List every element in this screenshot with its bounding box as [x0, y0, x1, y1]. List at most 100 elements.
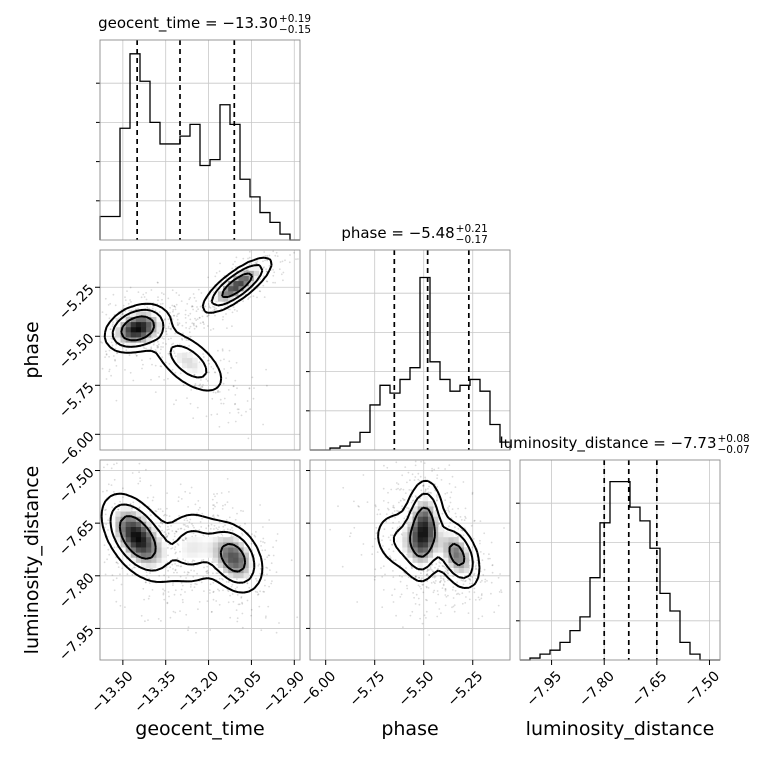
- sample-point: [180, 588, 183, 591]
- contour-level: [118, 515, 247, 573]
- sample-point: [462, 583, 465, 586]
- density-cell: [156, 326, 162, 333]
- sample-point: [100, 341, 102, 343]
- sample-point: [166, 507, 168, 510]
- sample-point: [448, 510, 451, 513]
- sample-point: [397, 483, 400, 486]
- sample-point: [272, 274, 275, 277]
- histogram-phase: [310, 276, 511, 451]
- density-cell: [182, 547, 188, 553]
- density-cell: [135, 536, 142, 543]
- x-tick-label: −13.05: [217, 668, 265, 716]
- x-tick-label: −6.00: [298, 668, 340, 710]
- sample-point: [262, 260, 264, 263]
- sample-point: [104, 509, 106, 512]
- sample-point: [183, 571, 186, 574]
- sample-point: [124, 369, 126, 371]
- sample-point: [392, 550, 395, 553]
- sample-point: [111, 344, 114, 347]
- sample-point: [443, 579, 445, 581]
- sample-point: [464, 580, 466, 583]
- sample-point: [135, 354, 138, 357]
- density-cell: [407, 547, 413, 553]
- sample-point: [219, 359, 222, 362]
- sample-point: [138, 462, 141, 465]
- density-cell: [130, 321, 137, 328]
- sample-point: [268, 554, 271, 557]
- sample-point: [167, 352, 170, 355]
- sample-point: [232, 306, 235, 308]
- sample-point: [433, 468, 436, 471]
- sample-point: [479, 539, 481, 542]
- sample-point: [166, 534, 169, 537]
- sample-point: [437, 467, 440, 469]
- sample-point: [173, 314, 176, 317]
- sample-point: [266, 384, 268, 387]
- sample-point: [185, 577, 188, 579]
- sample-point: [417, 472, 420, 475]
- sample-point: [194, 534, 197, 537]
- sample-point: [274, 281, 276, 284]
- density-cell: [125, 332, 132, 338]
- sample-point: [179, 593, 182, 596]
- sample-point: [184, 538, 187, 540]
- sample-point: [171, 563, 174, 566]
- density-cell: [135, 332, 142, 338]
- density-cell: [182, 362, 188, 369]
- sample-point: [484, 581, 486, 583]
- sample-point: [158, 375, 161, 378]
- sample-point: [464, 515, 466, 518]
- sample-point: [196, 512, 199, 515]
- sample-point: [425, 574, 428, 576]
- sample-point: [250, 608, 253, 611]
- sample-point: [398, 575, 401, 577]
- density-cell: [253, 275, 260, 282]
- sample-point: [275, 251, 278, 254]
- y-tick-label: −5.25: [56, 282, 98, 324]
- density-cell: [443, 552, 449, 558]
- sample-point: [407, 576, 410, 579]
- density-cell: [243, 562, 250, 568]
- sample-point: [390, 488, 393, 491]
- sample-point: [437, 593, 440, 596]
- density-cell: [397, 542, 403, 548]
- sample-point: [242, 510, 245, 512]
- sample-point: [282, 279, 284, 282]
- density-cell: [422, 511, 429, 517]
- sample-point: [166, 492, 169, 494]
- density-cell: [120, 547, 126, 553]
- density-cell: [458, 542, 465, 548]
- density-cell: [135, 316, 142, 323]
- sample-point: [148, 595, 151, 597]
- density-cell: [422, 547, 429, 553]
- sample-point: [239, 524, 242, 527]
- sample-point: [290, 559, 293, 562]
- sample-point: [179, 550, 181, 553]
- sample-point: [132, 501, 135, 504]
- sample-point: [188, 521, 191, 524]
- sample-point: [234, 394, 237, 396]
- sample-point: [167, 533, 170, 535]
- density-panel-phase-luminosity_distance: [309, 459, 511, 661]
- sample-point: [408, 489, 411, 491]
- density-cell: [120, 521, 126, 527]
- density-cell: [187, 352, 193, 358]
- sample-point: [392, 506, 394, 509]
- sample-point: [141, 367, 143, 370]
- sample-point: [210, 611, 213, 613]
- sample-point: [445, 595, 448, 598]
- sample-point: [266, 567, 269, 569]
- sample-point: [171, 318, 174, 321]
- sample-point: [115, 399, 118, 402]
- sample-point: [473, 520, 476, 522]
- sample-point: [214, 391, 217, 394]
- sample-point: [117, 562, 119, 565]
- sample-point: [177, 500, 180, 503]
- sample-point: [105, 523, 107, 526]
- sample-point: [105, 508, 107, 511]
- sample-point: [208, 362, 211, 365]
- density-cell: [438, 552, 444, 558]
- sample-point: [222, 578, 224, 581]
- density-cell: [146, 316, 152, 323]
- density-cell: [207, 547, 214, 553]
